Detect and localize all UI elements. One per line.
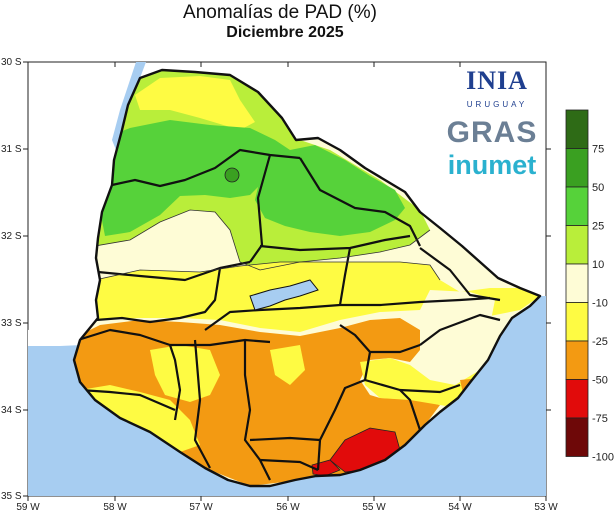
inumet-logo: inumet [447, 150, 537, 180]
uruguay-outline [72, 68, 542, 488]
legend-swatch [565, 109, 589, 149]
map-subtitle: Diciembre 2025 [226, 24, 344, 41]
rio-uruguay [112, 62, 146, 150]
y-tick-32s: 32 S [1, 231, 22, 242]
legend-swatch [565, 417, 589, 457]
x-tick-56w: 56 W [276, 502, 300, 513]
legend-label: -25 [592, 336, 608, 348]
legend-swatch [565, 263, 589, 303]
legend-swatch [565, 340, 589, 380]
legend-label: -10 [592, 298, 608, 310]
y-tick-33s: 33 S [1, 318, 22, 329]
x-tick-53w: 53 W [534, 502, 558, 513]
legend-swatch [565, 379, 589, 419]
x-tick-59w: 59 W [16, 502, 40, 513]
legend-label: 25 [592, 221, 604, 233]
rio-de-la-plata [28, 296, 546, 496]
x-tick-55w: 55 W [362, 502, 386, 513]
legend-swatch [565, 302, 589, 342]
legend-label: -100 [592, 452, 614, 464]
legend-swatch [565, 148, 589, 188]
y-tick-30s: 30 S [1, 57, 22, 68]
legend-label: -50 [592, 375, 608, 387]
y-tick-35s: 35 S [1, 491, 22, 502]
map-title: Anomalías de PAD (%) [183, 2, 377, 23]
color-legend: 75 50 25 10 -10 -25 -50 -75 -100 [565, 109, 614, 464]
legend-swatch [565, 225, 589, 265]
gras-logo: GRAS [446, 116, 538, 149]
x-tick-54w: 54 W [448, 502, 472, 513]
legend-swatch [565, 186, 589, 226]
x-tick-58w: 58 W [103, 502, 127, 513]
legend-label: 75 [592, 144, 604, 156]
y-tick-31s: 31 S [1, 144, 22, 155]
x-tick-57w: 57 W [189, 502, 213, 513]
inia-logo: INIA [466, 66, 528, 95]
legend-label: 50 [592, 182, 604, 194]
river-mouth [28, 322, 86, 346]
inia-logo-subtitle: URUGUAY [466, 100, 528, 109]
legend-label: -75 [592, 413, 608, 425]
legend-label: 10 [592, 259, 604, 271]
y-tick-34s: 34 S [1, 405, 22, 416]
